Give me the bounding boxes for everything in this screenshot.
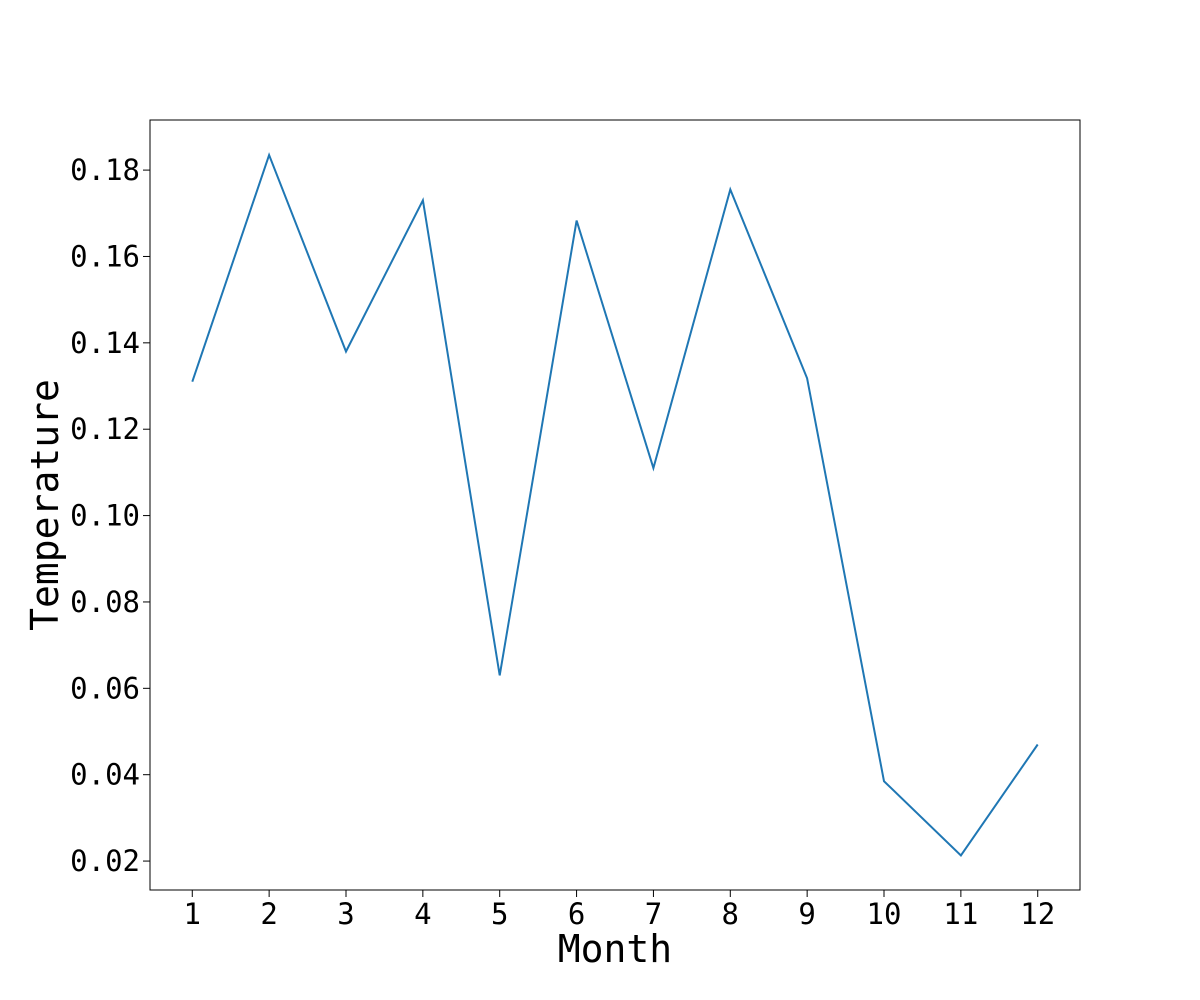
x-tick-label: 10 — [867, 897, 902, 931]
x-tick-label: 11 — [943, 897, 978, 931]
x-tick-label: 7 — [645, 897, 662, 931]
y-tick-label: 0.02 — [70, 844, 140, 878]
y-tick-label: 0.12 — [70, 412, 140, 446]
x-tick-label: 9 — [798, 897, 815, 931]
y-tick-label: 0.14 — [70, 326, 140, 360]
y-tick-label: 0.10 — [70, 499, 140, 533]
x-tick-label: 3 — [337, 897, 354, 931]
y-axis-title: Temperature — [23, 379, 67, 631]
y-tick-label: 0.06 — [70, 671, 140, 705]
x-tick-label: 5 — [491, 897, 508, 931]
series-line-0 — [191, 152, 1039, 858]
x-axis-title: Month — [558, 927, 672, 971]
y-tick-label: 0.18 — [70, 153, 140, 187]
x-tick-label: 1 — [184, 897, 201, 931]
x-tick-label: 2 — [260, 897, 277, 931]
x-tick-label: 4 — [414, 897, 431, 931]
y-tick-label: 0.08 — [70, 585, 140, 619]
y-axis-ticks: 0.02 0.04 0.06 0.08 0.10 0.12 0.14 0.16 0.18 — [70, 153, 150, 878]
x-tick-label: 6 — [568, 897, 585, 931]
x-tick-label: 12 — [1020, 897, 1055, 931]
plot-frame — [149, 119, 1081, 891]
series-layer — [191, 152, 1039, 858]
x-axis-ticks: 1 2 3 4 5 6 7 8 9 10 11 12 — [184, 890, 1055, 931]
y-tick-label: 0.04 — [70, 758, 140, 792]
y-tick-label: 0.16 — [70, 239, 140, 273]
x-tick-label: 8 — [722, 897, 739, 931]
